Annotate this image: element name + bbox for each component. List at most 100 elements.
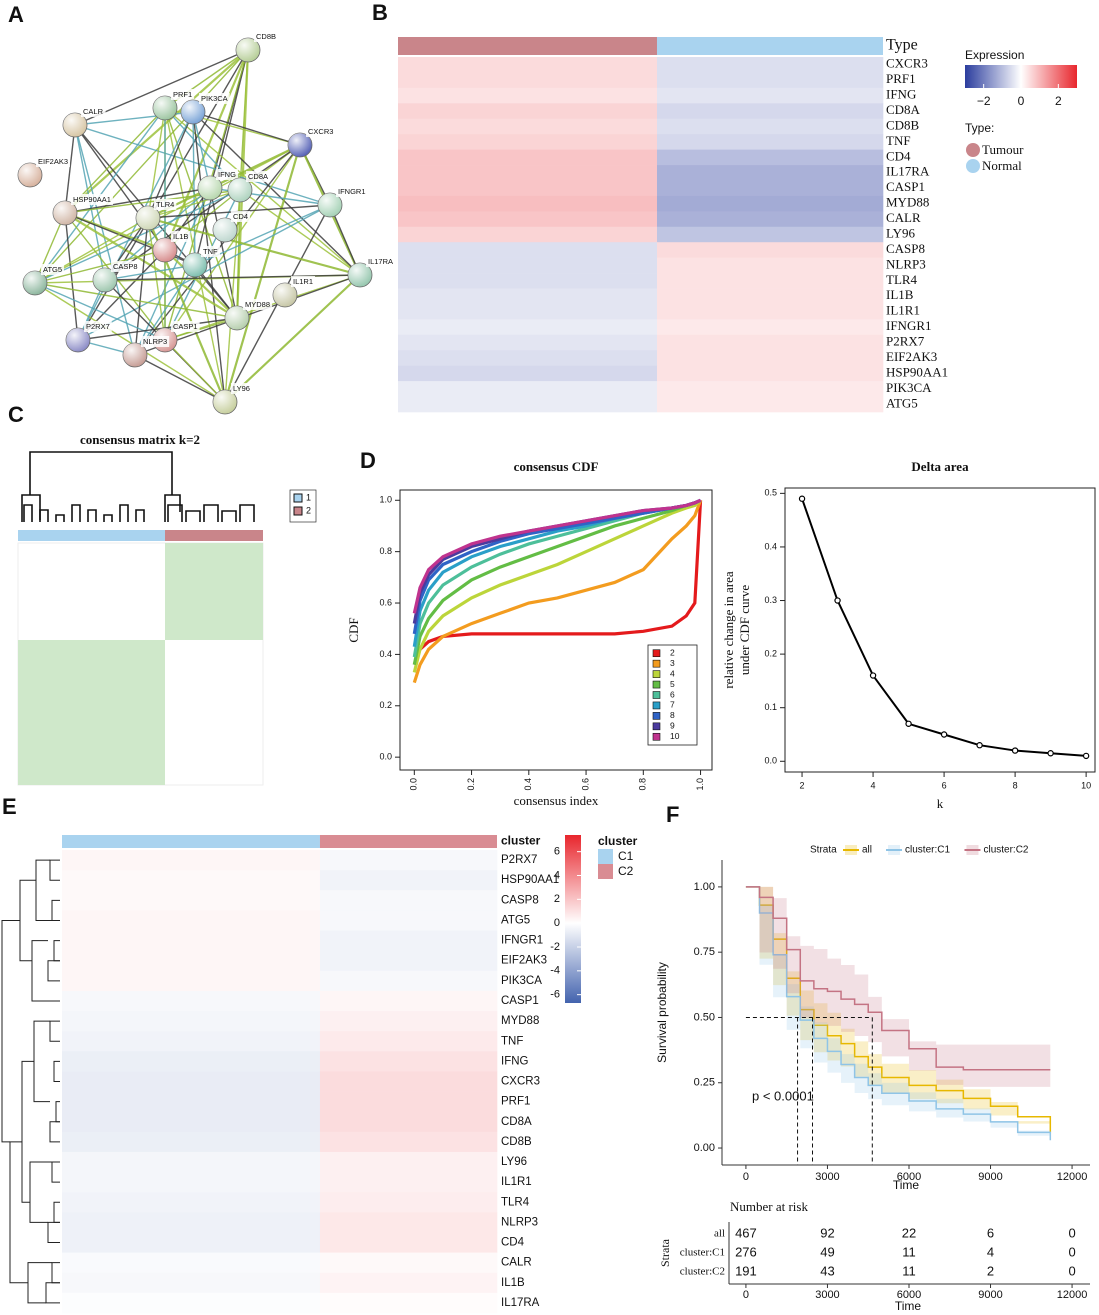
- colorbar-tick-label: 0: [1018, 94, 1025, 108]
- plot-frame: [784, 487, 1096, 773]
- node-label-bg: [366, 255, 396, 267]
- gene-label: CXCR3: [886, 56, 928, 71]
- network-edge: [34, 189, 241, 284]
- network-edge: [34, 144, 301, 284]
- panel-letter: C: [8, 402, 24, 427]
- dendrogram: [135, 509, 145, 522]
- gene-label: IFNGR1: [501, 935, 543, 947]
- point: [940, 731, 948, 738]
- legend-label: Normal: [982, 158, 1022, 173]
- y-axis-label: under CDF curve: [737, 585, 752, 675]
- legend-swatch: [966, 159, 980, 173]
- dendrogram: [33, 1020, 50, 1103]
- heatmap-cell: [62, 1212, 321, 1233]
- network-edge: [147, 107, 166, 219]
- gene-label: CD8A: [886, 102, 921, 117]
- heatmap-cell: [656, 195, 884, 212]
- panel-letter: B: [372, 0, 388, 25]
- network-edge: [64, 187, 211, 214]
- network-edge: [192, 111, 361, 276]
- network-edge: [192, 111, 196, 266]
- network-edge: [164, 339, 226, 403]
- chart-title: consensus CDF: [514, 459, 599, 474]
- x-axis-label: k: [937, 796, 944, 811]
- legend-label: 4: [670, 668, 675, 678]
- risk-count: 276: [735, 1244, 757, 1259]
- dendrogram: [49, 1020, 60, 1042]
- network-edge: [147, 216, 361, 277]
- network-edge: [164, 107, 361, 276]
- legend-swatch-bg: [888, 845, 901, 855]
- gene-label: LY96: [501, 1156, 527, 1168]
- gene-label: ATG5: [501, 914, 530, 926]
- legend-label: 6: [670, 689, 675, 699]
- heatmap-cell: [319, 910, 498, 931]
- network-edge: [64, 212, 238, 319]
- legend-label: all: [862, 845, 872, 856]
- dendrogram: [1, 919, 20, 1143]
- dendrogram: [21, 494, 41, 522]
- gene-label: TNF: [501, 1035, 523, 1047]
- network-edge: [223, 144, 302, 403]
- heatmap-cell: [398, 303, 658, 320]
- risk-count: 92: [820, 1225, 834, 1240]
- network-edge: [64, 49, 249, 214]
- node-shine: [213, 218, 237, 242]
- node-label-bg: [291, 275, 316, 287]
- heatmap-cell: [62, 1272, 321, 1294]
- annotation-label: cluster: [501, 834, 541, 848]
- heatmap-cell: [319, 890, 498, 911]
- x-tick-label: 12000: [1057, 1289, 1088, 1301]
- legend-swatch: [598, 849, 613, 864]
- heatmap-cell: [398, 257, 658, 274]
- gene-label: CALR: [886, 210, 921, 225]
- gene-label: IL17RA: [501, 1297, 540, 1309]
- heatmap-cell: [398, 396, 658, 413]
- x-tick-label: 4: [871, 780, 876, 790]
- legend-label: 9: [670, 721, 675, 731]
- risk-count: 11: [902, 1263, 916, 1278]
- point: [1011, 747, 1019, 754]
- series-line: [801, 498, 1087, 757]
- y-axis-label: CDF: [346, 617, 361, 642]
- heatmap-cell: [398, 103, 658, 120]
- heatmap-cell: [398, 134, 658, 150]
- dendrogram: [19, 879, 36, 962]
- dendrogram: [185, 510, 201, 522]
- node-label: HSP90AA1: [73, 195, 111, 204]
- legend-group-title: Type:: [965, 121, 994, 135]
- point: [905, 720, 912, 727]
- legend-label: cluster:C1: [905, 845, 950, 856]
- gene-label: EIF2AK3: [886, 349, 937, 364]
- network-edge: [164, 317, 238, 341]
- heatmap-cell: [656, 365, 884, 382]
- risk-count: 191: [735, 1263, 757, 1278]
- y-tick-label: 0.00: [694, 1142, 715, 1154]
- node-label: P2RX7: [86, 322, 110, 331]
- node-label-bg: [246, 170, 271, 182]
- dendrogram: [47, 1221, 60, 1244]
- heatmap-cell: [62, 1172, 321, 1193]
- series-line: [412, 498, 702, 647]
- heatmap-cell: [656, 257, 884, 274]
- heatmap-cell: [62, 930, 321, 951]
- x-tick-label: 10: [1081, 780, 1091, 790]
- series-line: [412, 499, 702, 673]
- annotation: p < 0.0001: [752, 1088, 814, 1103]
- node-label: TNF: [203, 247, 218, 256]
- point: [1047, 750, 1054, 757]
- x-tick-label: 6: [942, 780, 947, 790]
- node-label: CXCR3: [308, 127, 333, 136]
- node-label: NLRP3: [143, 337, 167, 346]
- gene-label: CXCR3: [501, 1076, 540, 1088]
- node-shine: [273, 283, 297, 307]
- heatmap-cell: [319, 1172, 498, 1193]
- gene-label: TLR4: [501, 1196, 530, 1208]
- heatmap-cell: [319, 1272, 498, 1294]
- legend-title: Strata: [810, 845, 837, 856]
- node-shine: [228, 178, 252, 202]
- node-shine: [53, 201, 77, 225]
- x-tick-label: 8: [1013, 780, 1018, 790]
- legend-swatch: [652, 691, 661, 699]
